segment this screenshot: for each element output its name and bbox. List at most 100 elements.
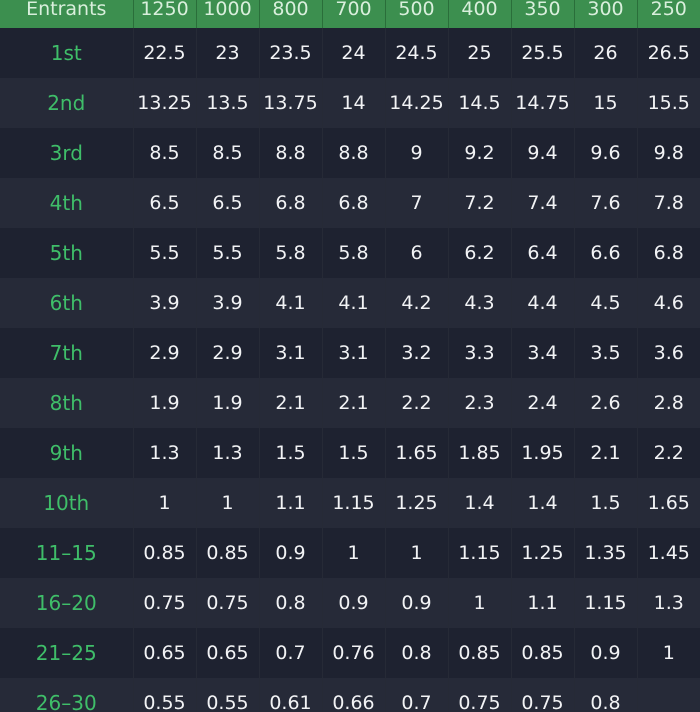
- payout-cell: 7.8: [636, 178, 700, 228]
- table-row: 7th 2.9 2.9 3.1 3.1 3.2 3.3 3.4 3.5 3.6: [0, 328, 700, 378]
- payout-cell: 1.3: [636, 578, 700, 628]
- payout-cell: 1.35: [573, 528, 637, 578]
- payout-cell: 1.3: [195, 428, 259, 478]
- payout-cell: 1.15: [447, 528, 511, 578]
- table-row: 8th 1.9 1.9 2.1 2.1 2.2 2.3 2.4 2.6 2.8: [0, 378, 700, 428]
- payout-cell: 8.8: [258, 128, 322, 178]
- payout-cell: 3.2: [384, 328, 448, 378]
- payout-cell: 6.4: [510, 228, 574, 278]
- payout-cell: 14.5: [447, 78, 511, 128]
- table-row: 1st 22.5 23 23.5 24 24.5 25 25.5 26 26.5: [0, 28, 700, 78]
- payout-cell: 9: [384, 128, 448, 178]
- payout-cell: 2.4: [510, 378, 574, 428]
- table-row: 5th 5.5 5.5 5.8 5.8 6 6.2 6.4 6.6 6.8: [0, 228, 700, 278]
- payout-cell: 0.75: [447, 678, 511, 712]
- payout-cell: 4.4: [510, 278, 574, 328]
- payout-cell: 25.5: [510, 28, 574, 78]
- header-entrants-500: 500: [384, 0, 448, 28]
- payout-cell: 1.5: [258, 428, 322, 478]
- place-label: 16–20: [0, 578, 133, 628]
- payout-cell: 26.5: [636, 28, 700, 78]
- payout-cell: 1.4: [510, 478, 574, 528]
- payout-cell: 14.75: [510, 78, 574, 128]
- payout-cell: 1.85: [447, 428, 511, 478]
- payout-cell: 1: [132, 478, 196, 528]
- payout-cell: 0.75: [510, 678, 574, 712]
- payout-cell: 0.9: [384, 578, 448, 628]
- payout-cell: 7.6: [573, 178, 637, 228]
- payout-cell: 15.5: [636, 78, 700, 128]
- place-label: 21–25: [0, 628, 133, 678]
- payout-cell: 2.2: [384, 378, 448, 428]
- payout-cell: 8.5: [132, 128, 196, 178]
- payout-cell: 4.1: [258, 278, 322, 328]
- payout-cell: 7.4: [510, 178, 574, 228]
- payout-cell: 0.66: [321, 678, 385, 712]
- place-label: 3rd: [0, 128, 133, 178]
- table-row: 6th 3.9 3.9 4.1 4.1 4.2 4.3 4.4 4.5 4.6: [0, 278, 700, 328]
- payout-cell: 24: [321, 28, 385, 78]
- payout-cell: 4.1: [321, 278, 385, 328]
- payout-cell: 1.25: [384, 478, 448, 528]
- payout-cell: 14.25: [384, 78, 448, 128]
- payout-cell: 7: [384, 178, 448, 228]
- payout-cell: 1.95: [510, 428, 574, 478]
- table-row: 16–20 0.75 0.75 0.8 0.9 0.9 1 1.1 1.15 1.3: [0, 578, 700, 628]
- payout-cell: 9.2: [447, 128, 511, 178]
- payout-cell: 0.55: [132, 678, 196, 712]
- payout-cell: 2.9: [195, 328, 259, 378]
- table-row: 26–30 0.55 0.55 0.61 0.66 0.7 0.75 0.75 0.8: [0, 678, 700, 712]
- payout-cell: 4.2: [384, 278, 448, 328]
- table-row: 3rd 8.5 8.5 8.8 8.8 9 9.2 9.4 9.6 9.8: [0, 128, 700, 178]
- payout-cell: 3.1: [258, 328, 322, 378]
- payout-cell: 4.6: [636, 278, 700, 328]
- payout-cell: 1.15: [573, 578, 637, 628]
- payout-cell: 8.8: [321, 128, 385, 178]
- payout-cell: 1: [195, 478, 259, 528]
- place-label: 26–30: [0, 678, 133, 712]
- table-body: 1st 22.5 23 23.5 24 24.5 25 25.5 26 26.5 2nd 13.25 1…: [0, 28, 700, 712]
- place-label: 9th: [0, 428, 133, 478]
- payout-cell: 0.85: [195, 528, 259, 578]
- payout-cell: 5.5: [195, 228, 259, 278]
- payout-cell: 1.5: [321, 428, 385, 478]
- payout-cell: 1: [447, 578, 511, 628]
- payout-cell: 2.1: [258, 378, 322, 428]
- payout-cell: 5.8: [258, 228, 322, 278]
- payout-cell: 5.5: [132, 228, 196, 278]
- payout-cell: 0.8: [384, 628, 448, 678]
- header-entrants-300: 300: [573, 0, 637, 28]
- payout-cell: 24.5: [384, 28, 448, 78]
- payout-cell: 2.1: [573, 428, 637, 478]
- payout-cell: [636, 678, 700, 712]
- payout-cell: 7.2: [447, 178, 511, 228]
- payout-cell: 23.5: [258, 28, 322, 78]
- payout-cell: 9.6: [573, 128, 637, 178]
- payout-cell: 3.3: [447, 328, 511, 378]
- payout-cell: 0.75: [195, 578, 259, 628]
- place-label: 6th: [0, 278, 133, 328]
- place-label: 8th: [0, 378, 133, 428]
- payout-cell: 13.5: [195, 78, 259, 128]
- place-label: 4th: [0, 178, 133, 228]
- payout-cell: 6.8: [258, 178, 322, 228]
- payout-cell: 1.65: [636, 478, 700, 528]
- payout-cell: 3.1: [321, 328, 385, 378]
- payout-cell: 1.4: [447, 478, 511, 528]
- payout-cell: 3.9: [132, 278, 196, 328]
- payout-cell: 1.15: [321, 478, 385, 528]
- payout-cell: 3.4: [510, 328, 574, 378]
- payout-cell: 4.3: [447, 278, 511, 328]
- payout-cell: 1: [636, 628, 700, 678]
- payout-cell: 25: [447, 28, 511, 78]
- payout-cell: 0.9: [321, 578, 385, 628]
- table-header: Entrants 1250 1000 800 700 500 400 350 300 250: [0, 0, 700, 28]
- payout-cell: 6.5: [195, 178, 259, 228]
- payout-cell: 0.76: [321, 628, 385, 678]
- payout-cell: 23: [195, 28, 259, 78]
- payout-cell: 13.25: [132, 78, 196, 128]
- header-entrants-800: 800: [258, 0, 322, 28]
- payout-cell: 6.2: [447, 228, 511, 278]
- table-row: 9th 1.3 1.3 1.5 1.5 1.65 1.85 1.95 2.1 2.2: [0, 428, 700, 478]
